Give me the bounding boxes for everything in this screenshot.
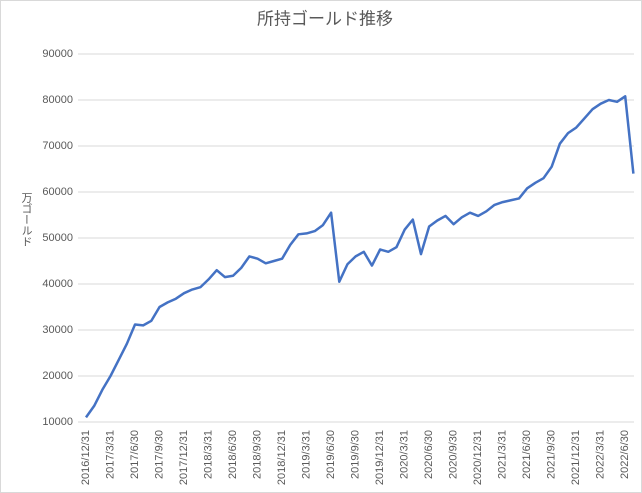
x-tick-label: 2020/6/30 (423, 430, 435, 479)
y-tick-label: 80000 (42, 94, 73, 106)
x-tick-label: 2016/12/31 (80, 430, 92, 485)
x-tick-label: 2017/12/31 (178, 430, 190, 485)
y-tick-label: 70000 (42, 140, 73, 152)
x-tick-label: 2019/3/31 (300, 430, 312, 479)
x-tick-label: 2018/6/30 (227, 430, 239, 479)
y-tick-label: 20000 (42, 370, 73, 382)
x-tick-label: 2021/12/31 (570, 430, 582, 485)
x-tick-label: 2019/12/31 (374, 430, 386, 485)
x-tick-label: 2021/6/30 (521, 430, 533, 479)
x-tick-label: 2021/3/31 (497, 430, 509, 479)
x-tick-label: 2017/3/31 (104, 430, 116, 479)
x-tick-label: 2018/9/30 (251, 430, 263, 479)
y-tick-label: 30000 (42, 324, 73, 336)
x-tick-label: 2017/6/30 (129, 430, 141, 479)
y-tick-label: 10000 (42, 416, 73, 428)
x-tick-label: 2019/9/30 (350, 430, 362, 479)
y-tick-label: 60000 (42, 186, 73, 198)
data-line (84, 95, 635, 419)
x-tick-label: 2018/12/31 (276, 430, 288, 485)
x-tick-label: 2020/9/30 (448, 430, 460, 479)
x-tick-label: 2017/9/30 (153, 430, 165, 479)
y-axis-title: 万ゴールド (20, 192, 33, 247)
x-tick-label: 2018/3/31 (202, 430, 214, 479)
x-tick-label: 2021/9/30 (546, 430, 558, 479)
x-tick-label: 2022/6/30 (619, 430, 631, 479)
y-tick-label: 50000 (42, 232, 73, 244)
y-tick-label: 40000 (42, 278, 73, 290)
y-tick-label: 90000 (42, 48, 73, 60)
chart-title: 所持ゴールド推移 (257, 8, 393, 28)
x-tick-label: 2020/12/31 (472, 430, 484, 485)
x-tick-label: 2019/6/30 (325, 430, 337, 479)
x-tick-label: 2022/3/31 (595, 430, 607, 479)
x-tick-label: 2020/3/31 (399, 430, 411, 479)
